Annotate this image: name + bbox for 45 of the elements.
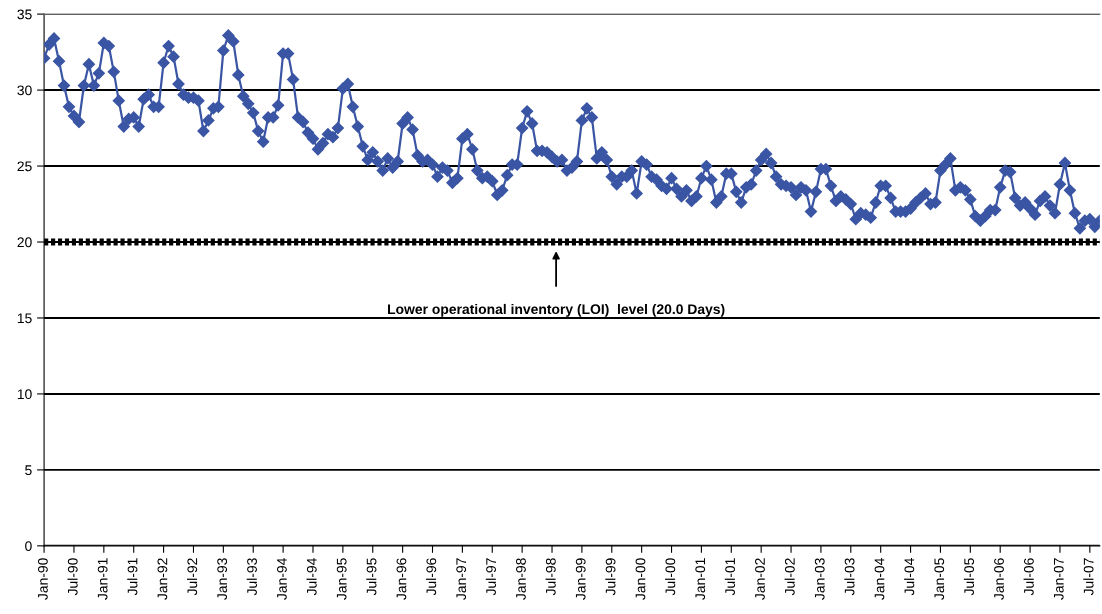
x-tick-label: Jul-96	[426, 558, 437, 596]
x-tick-label: Jan-03	[814, 558, 825, 600]
x-tick-label: Jan-07	[1053, 558, 1064, 600]
x-tick-label: Jul-06	[1023, 558, 1034, 596]
y-tick-label: 25	[17, 161, 32, 172]
ref-line-label: Lower operational inventory (LOI) level (20.0 Days)	[388, 303, 725, 317]
x-tick-label: Jan-96	[396, 558, 407, 600]
x-tick-label: Jan-00	[635, 558, 646, 600]
x-tick-label: Jan-92	[157, 558, 168, 600]
x-tick-label: Jul-90	[67, 558, 78, 596]
x-tick-label: Jan-94	[277, 558, 287, 600]
y-tick-label: 15	[17, 313, 32, 324]
x-tick-label: Jul-97	[485, 558, 496, 596]
x-tick-label: Jul-91	[127, 558, 138, 596]
x-tick-label: Jan-01	[695, 558, 706, 600]
x-tick-label: Jul-95	[366, 558, 377, 596]
y-tick-label: 35	[17, 9, 32, 20]
x-tick-label: Jul-07	[1083, 558, 1094, 596]
x-tick-label: Jul-98	[545, 558, 556, 596]
x-tick-label: Jul-00	[665, 558, 676, 596]
y-tick-label: 30	[17, 85, 32, 96]
x-tick-label: Jul-03	[844, 558, 855, 596]
x-tick-label: Jan-95	[336, 558, 347, 600]
x-tick-label: Jul-01	[724, 558, 736, 596]
y-tick-label: 20	[17, 237, 32, 248]
x-tick-label: Jul-05	[963, 558, 975, 596]
x-tick-label: Jan-05	[934, 558, 945, 600]
x-tick-label: Jan-97	[456, 558, 467, 600]
x-tick-label: Jul-99	[605, 558, 616, 596]
x-tick-label: Jan-99	[575, 558, 586, 600]
y-tick-label: 5	[25, 465, 32, 476]
x-tick-label: Jul-02	[784, 558, 795, 596]
x-tick-label: Jul-94	[306, 558, 317, 596]
x-tick-label: Jul-93	[246, 558, 257, 596]
y-tick-label: 10	[17, 389, 32, 400]
x-tick-label: Jan-98	[516, 558, 526, 600]
x-tick-label: Jul-92	[187, 558, 198, 596]
x-tick-label: Jan-06	[994, 558, 1004, 600]
x-tick-label: Jan-90	[37, 558, 48, 600]
x-tick-label: Jan-91	[97, 558, 108, 600]
x-tick-label: Jan-02	[755, 558, 765, 600]
x-tick-label: Jul-04	[904, 558, 915, 596]
x-tick-label: Jan-93	[217, 558, 228, 600]
x-tick-label: Jan-04	[874, 558, 885, 600]
y-tick-label: 0	[25, 541, 32, 552]
